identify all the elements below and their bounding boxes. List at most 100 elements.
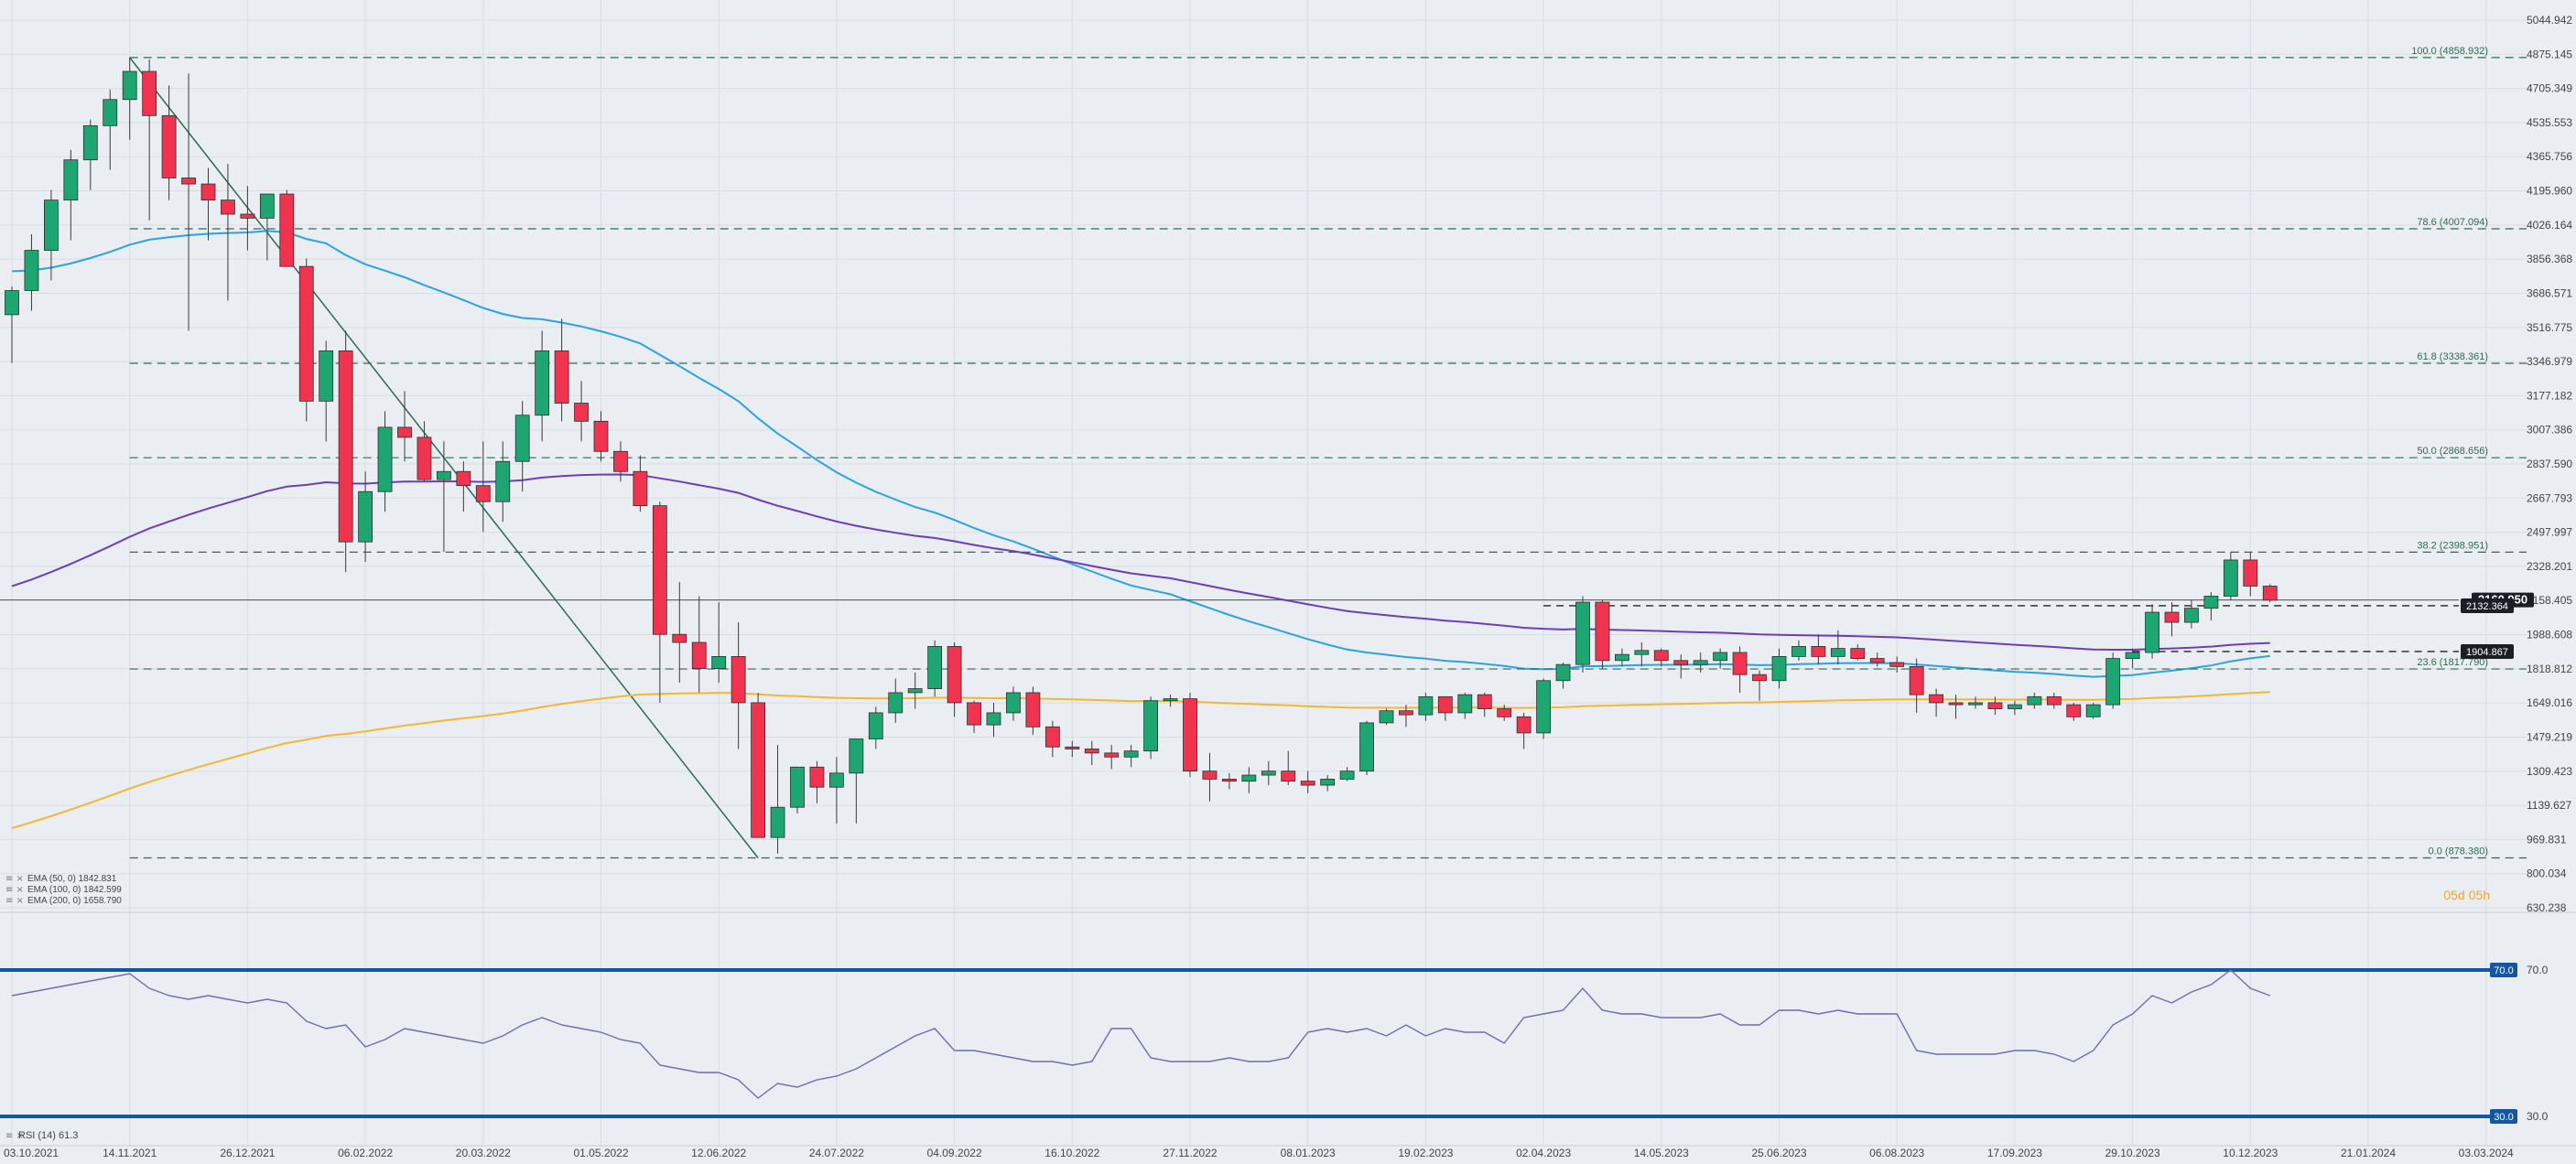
candle[interactable] (181, 73, 196, 331)
candle[interactable] (711, 602, 727, 683)
candle[interactable] (1123, 745, 1139, 768)
candle[interactable] (2262, 584, 2278, 603)
candle[interactable] (907, 672, 923, 709)
candle[interactable] (2125, 648, 2140, 669)
candle[interactable] (1615, 648, 1629, 667)
candle[interactable] (2223, 552, 2238, 600)
candle[interactable] (751, 692, 765, 838)
candle[interactable] (2184, 599, 2199, 629)
candle[interactable] (358, 471, 373, 563)
rsi-legend[interactable]: RSI (14) 61.3 (18, 1130, 78, 1141)
candle[interactable] (1379, 708, 1394, 726)
candle[interactable] (456, 461, 471, 512)
rsi-menu-icon[interactable]: ≡ × (5, 1131, 24, 1141)
candle[interactable] (240, 186, 255, 251)
candle[interactable] (1497, 705, 1512, 721)
candle[interactable] (535, 330, 550, 442)
candle[interactable] (1850, 644, 1866, 661)
candles[interactable] (5, 57, 2278, 854)
candle[interactable] (809, 760, 825, 803)
candle[interactable] (2164, 602, 2180, 637)
candle[interactable] (1673, 654, 1689, 679)
candle[interactable] (2046, 692, 2062, 709)
candle[interactable] (1948, 695, 1964, 719)
candle[interactable] (1320, 775, 1336, 792)
candle[interactable] (2243, 552, 2258, 597)
candle[interactable] (417, 421, 432, 482)
candle[interactable] (514, 401, 530, 492)
candle[interactable] (1044, 720, 1060, 758)
candle[interactable] (319, 340, 334, 442)
candle[interactable] (298, 258, 314, 422)
indicator-legend[interactable]: ≡ × EMA (50, 0) 1842.831≡ × EMA (100, 0) 1… (5, 874, 122, 906)
candle[interactable] (1811, 634, 1826, 665)
candle[interactable] (1183, 692, 1197, 778)
candle[interactable] (790, 766, 805, 814)
candle[interactable] (2203, 592, 2219, 620)
candle[interactable] (2105, 652, 2121, 709)
candle[interactable] (927, 640, 943, 697)
candle[interactable] (1241, 767, 1257, 793)
candle[interactable] (1457, 692, 1473, 719)
candle[interactable] (221, 164, 235, 301)
legend-entry[interactable]: EMA (50, 0) 1842.831 (27, 874, 117, 884)
candle[interactable] (161, 85, 177, 200)
candle[interactable] (1065, 740, 1080, 758)
candle[interactable] (44, 189, 59, 281)
candle[interactable] (1791, 640, 1806, 661)
candle[interactable] (142, 59, 157, 221)
candle[interactable] (1732, 646, 1748, 693)
candle[interactable] (1202, 752, 1218, 802)
candle[interactable] (1771, 648, 1787, 689)
candle[interactable] (633, 455, 648, 512)
candle[interactable] (200, 167, 216, 241)
candle[interactable] (82, 119, 98, 190)
legend-entry[interactable]: EMA (100, 0) 1842.599 (27, 885, 122, 895)
candle[interactable] (1477, 692, 1492, 717)
candle[interactable] (1693, 652, 1708, 673)
candle[interactable] (1575, 596, 1590, 673)
candle[interactable] (1399, 705, 1413, 728)
candle[interactable] (1653, 648, 1669, 667)
candle[interactable] (122, 57, 137, 140)
candle[interactable] (338, 330, 353, 573)
candle[interactable] (1104, 745, 1120, 770)
candle[interactable] (691, 596, 707, 693)
candle[interactable] (495, 441, 511, 523)
legend-menu-icon[interactable]: ≡ × (5, 874, 24, 884)
candle[interactable] (1025, 686, 1041, 736)
candle[interactable] (1889, 656, 1905, 673)
candle[interactable] (829, 757, 844, 824)
candle[interactable] (1084, 740, 1099, 766)
candle[interactable] (1830, 630, 1845, 665)
candle[interactable] (888, 678, 904, 723)
candle[interactable] (1261, 760, 1276, 786)
candle[interactable] (1634, 642, 1650, 667)
legend-entry[interactable]: EMA (200, 0) 1658.790 (27, 896, 122, 906)
candle[interactable] (849, 738, 864, 824)
candle[interactable] (947, 642, 962, 717)
candle[interactable] (63, 149, 79, 241)
candle[interactable] (1987, 696, 2003, 716)
candle[interactable] (1339, 767, 1355, 781)
candle[interactable] (770, 745, 785, 854)
candle[interactable] (2145, 604, 2159, 659)
candle[interactable] (1281, 750, 1296, 786)
candle[interactable] (397, 391, 412, 462)
candle[interactable] (1222, 772, 1237, 790)
candle[interactable] (1555, 662, 1571, 689)
candle[interactable] (2027, 692, 2042, 709)
candle[interactable] (1418, 692, 1434, 721)
candle[interactable] (672, 582, 687, 683)
candle[interactable] (1968, 696, 1983, 709)
candle[interactable] (593, 411, 609, 462)
candle[interactable] (1359, 720, 1374, 776)
candle[interactable] (1713, 648, 1728, 669)
candle[interactable] (103, 89, 118, 170)
candle[interactable] (475, 441, 491, 533)
candle[interactable] (2007, 700, 2022, 716)
candle[interactable] (1300, 771, 1315, 793)
candle[interactable] (1595, 599, 1610, 669)
candle[interactable] (1536, 678, 1551, 739)
candle[interactable] (1869, 652, 1885, 667)
